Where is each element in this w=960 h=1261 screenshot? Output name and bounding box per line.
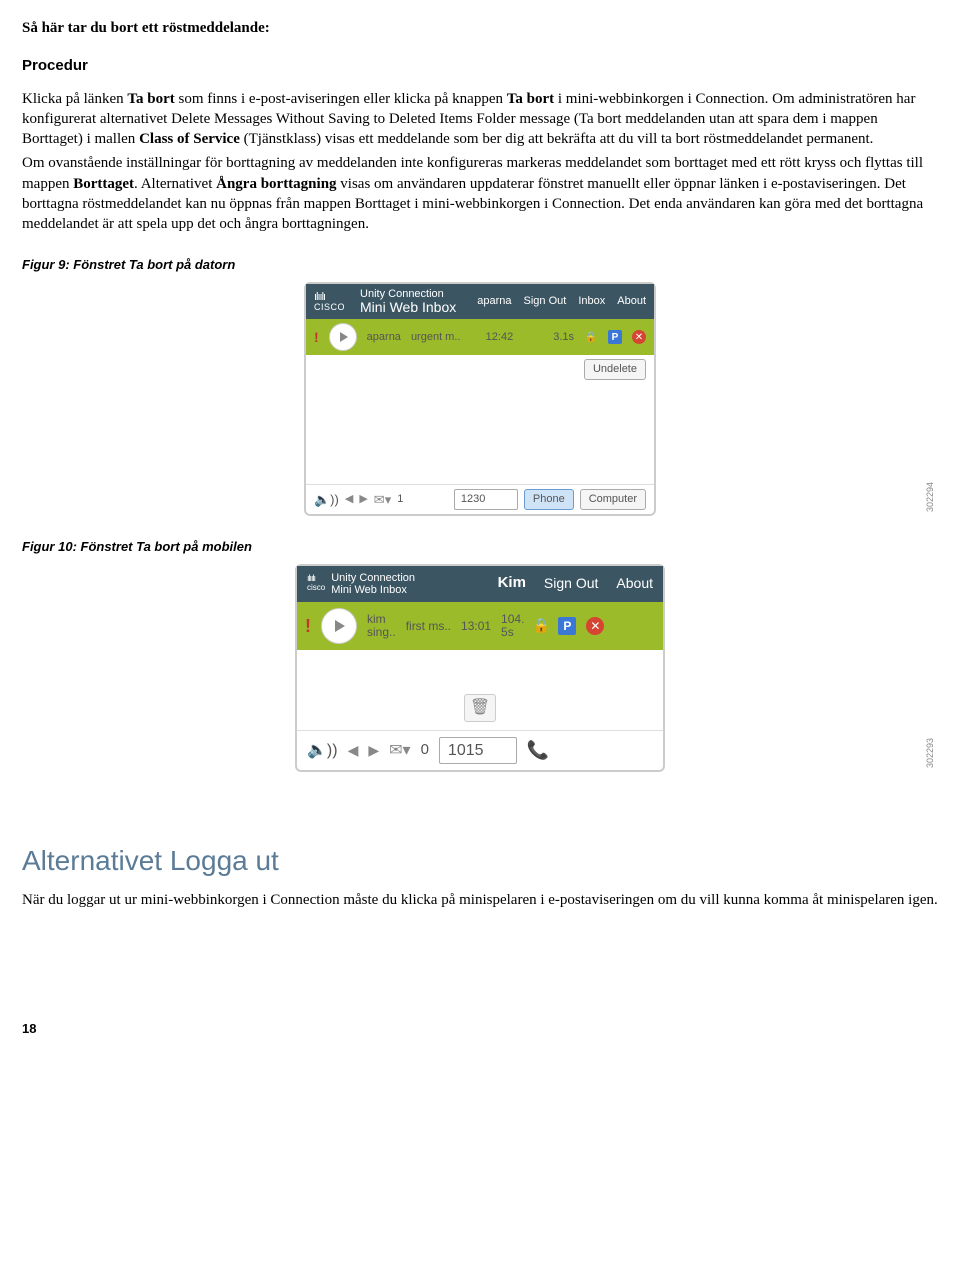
- delete-icon[interactable]: ✕: [586, 617, 604, 635]
- extension-input[interactable]: 1015: [439, 737, 517, 765]
- figure-9-caption: Figur 9: Fönstret Ta bort på datorn: [22, 256, 938, 274]
- user-link[interactable]: Kim: [498, 573, 526, 593]
- msg-duration: 104. 5s: [501, 613, 524, 639]
- brand-top: Unity Connection: [331, 572, 415, 584]
- next-icon[interactable]: ▶: [359, 492, 367, 507]
- next-icon[interactable]: ▶: [368, 741, 379, 760]
- brand-sub: Mini Web Inbox: [360, 300, 456, 315]
- private-icon: P: [608, 330, 622, 344]
- computer-toggle[interactable]: Computer: [580, 489, 646, 510]
- inbox-link[interactable]: Inbox: [578, 294, 605, 309]
- brand-sub: Mini Web Inbox: [331, 584, 415, 596]
- figure-10: ılıılı cisco Unity Connection Mini Web I…: [22, 564, 938, 773]
- trash-icon[interactable]: 🗑: [464, 694, 496, 722]
- signout-link[interactable]: Sign Out: [544, 574, 598, 593]
- cisco-logo: ılıılıCISCO: [314, 292, 345, 312]
- phone-toggle[interactable]: Phone: [524, 489, 574, 510]
- msg-subject: urgent m..: [411, 330, 461, 345]
- msg-duration: 3.1s: [553, 330, 574, 345]
- undelete-button[interactable]: Undelete: [584, 359, 646, 380]
- footer-bar: 🔈)) ◀ ▶ ✉▾ 1 1230 Phone Computer: [306, 484, 654, 514]
- user-link[interactable]: aparna: [477, 294, 511, 309]
- paragraph-2: Om ovanstående inställningar för borttag…: [22, 153, 938, 234]
- msg-from: aparna: [367, 330, 401, 345]
- play-button[interactable]: [329, 323, 357, 351]
- figure-10-caption: Figur 10: Fönstret Ta bort på mobilen: [22, 538, 938, 556]
- class-of-service-label: Class of Service: [139, 131, 240, 147]
- figure-id: 302294: [924, 482, 936, 512]
- link-ta-bort-2: Ta bort: [507, 91, 554, 107]
- msg-subject: first ms..: [406, 618, 451, 634]
- play-button[interactable]: [321, 608, 357, 644]
- footer-bar: 🔈)) ◀ ▶ ✉▾ 0 1015 📞: [297, 730, 663, 771]
- section-title: Alternativet Logga ut: [22, 842, 938, 880]
- page-number: 1: [397, 492, 403, 507]
- speaker-icon[interactable]: 🔈)): [307, 740, 338, 762]
- message-row[interactable]: ! aparna urgent m.. 12:42 3.1s 🔒 P ✕: [306, 319, 654, 355]
- envelope-icon[interactable]: ✉▾: [374, 491, 391, 509]
- phone-icon[interactable]: 📞: [527, 738, 549, 762]
- envelope-icon[interactable]: ✉▾: [389, 740, 410, 762]
- about-link[interactable]: About: [616, 574, 653, 593]
- section-body: När du loggar ut ur mini-webbinkorgen i …: [22, 890, 938, 910]
- page-number: 0: [421, 740, 429, 760]
- titlebar: ılıılı cisco Unity Connection Mini Web I…: [297, 566, 663, 602]
- intro-heading: Så här tar du bort ett röstmeddelande:: [22, 20, 270, 36]
- delete-icon[interactable]: ✕: [632, 330, 646, 344]
- private-icon: P: [558, 617, 576, 635]
- prev-icon[interactable]: ◀: [348, 741, 359, 760]
- msg-time: 12:42: [486, 330, 514, 345]
- mobile-app-window: ılıılı cisco Unity Connection Mini Web I…: [295, 564, 665, 773]
- prev-icon[interactable]: ◀: [345, 492, 353, 507]
- desktop-app-window: ılıılıCISCO Unity Connection Mini Web In…: [304, 282, 656, 516]
- msg-from: kim sing..: [367, 613, 396, 639]
- page-number: 18: [22, 1020, 938, 1038]
- figure-9: ılıılıCISCO Unity Connection Mini Web In…: [22, 282, 938, 516]
- lock-icon: 🔒: [534, 619, 548, 633]
- paragraph-1: Klicka på länken Ta bort som finns i e-p…: [22, 89, 938, 150]
- extension-input[interactable]: 1230: [454, 489, 518, 510]
- message-row[interactable]: ! kim sing.. first ms.. 13:01 104. 5s 🔒 …: [297, 602, 663, 650]
- link-ta-bort-1: Ta bort: [127, 91, 174, 107]
- about-link[interactable]: About: [617, 294, 646, 309]
- speaker-icon[interactable]: 🔈)): [314, 491, 339, 509]
- lock-icon: 🔒: [584, 330, 598, 344]
- cisco-text: cisco: [307, 584, 325, 593]
- figure-id: 302293: [924, 738, 936, 768]
- urgent-icon: !: [314, 328, 319, 347]
- titlebar: ılıılıCISCO Unity Connection Mini Web In…: [306, 284, 654, 319]
- urgent-icon: !: [305, 614, 311, 638]
- msg-time: 13:01: [461, 618, 491, 634]
- signout-link[interactable]: Sign Out: [524, 294, 567, 309]
- procedure-label: Procedur: [22, 56, 938, 76]
